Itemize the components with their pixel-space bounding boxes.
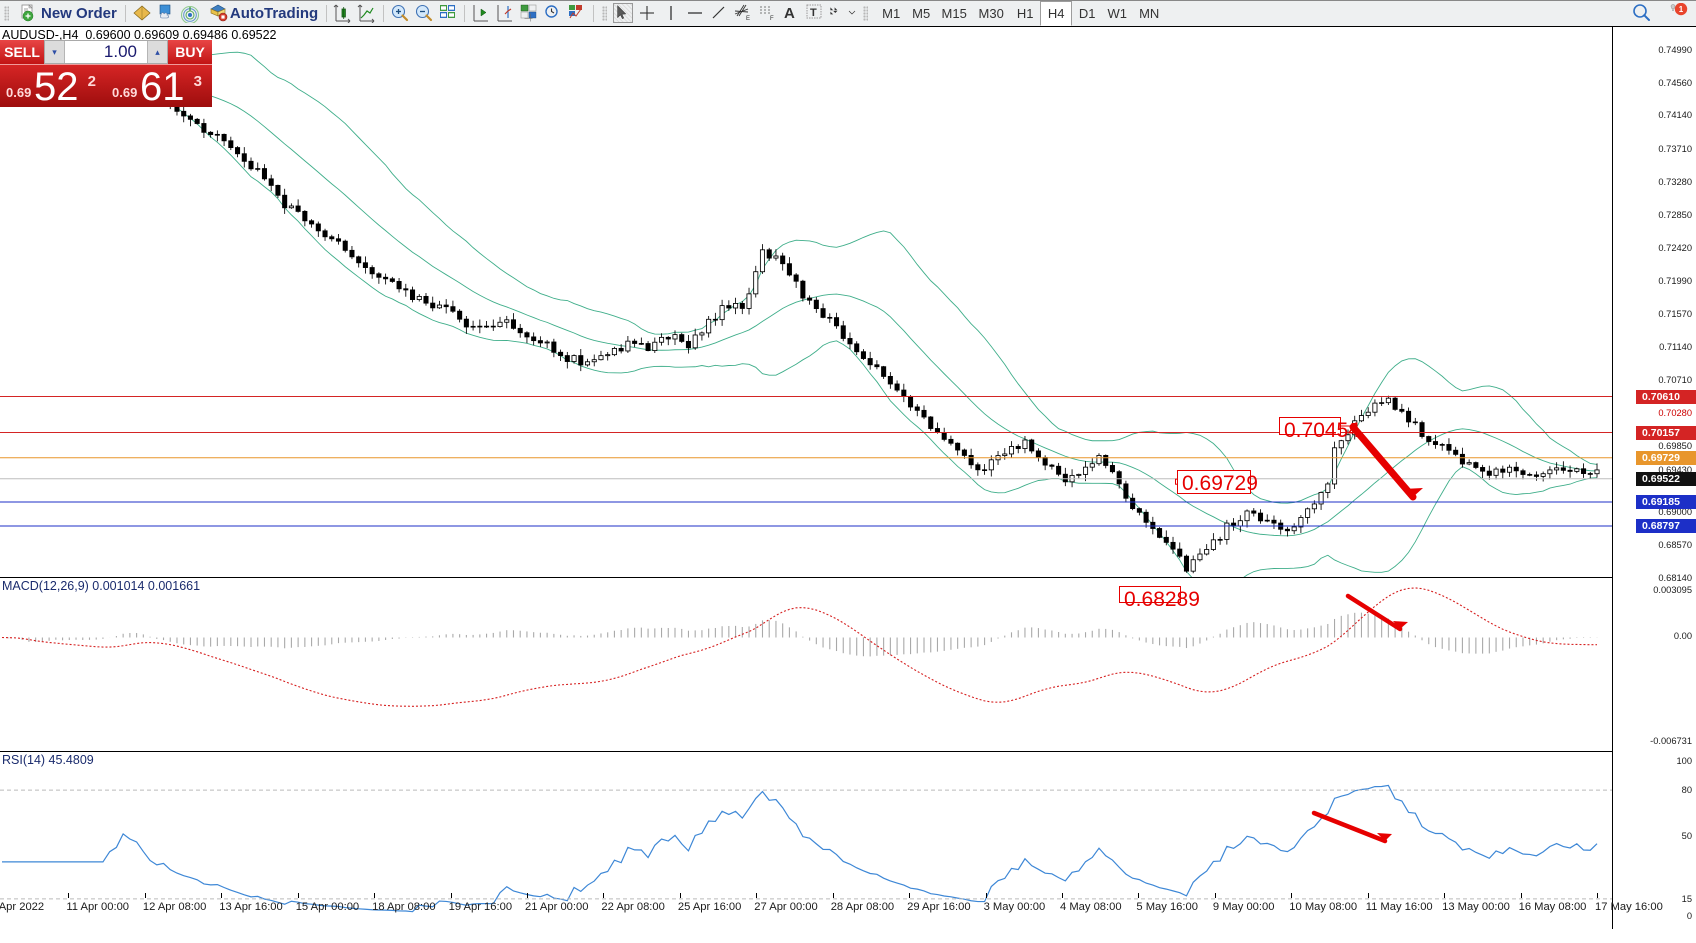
svg-text:E: E — [746, 16, 750, 22]
svg-text:T: T — [810, 7, 817, 19]
svg-text:F: F — [770, 16, 774, 22]
svg-text:1: 1 — [1679, 5, 1684, 14]
svg-text:A: A — [784, 5, 795, 22]
